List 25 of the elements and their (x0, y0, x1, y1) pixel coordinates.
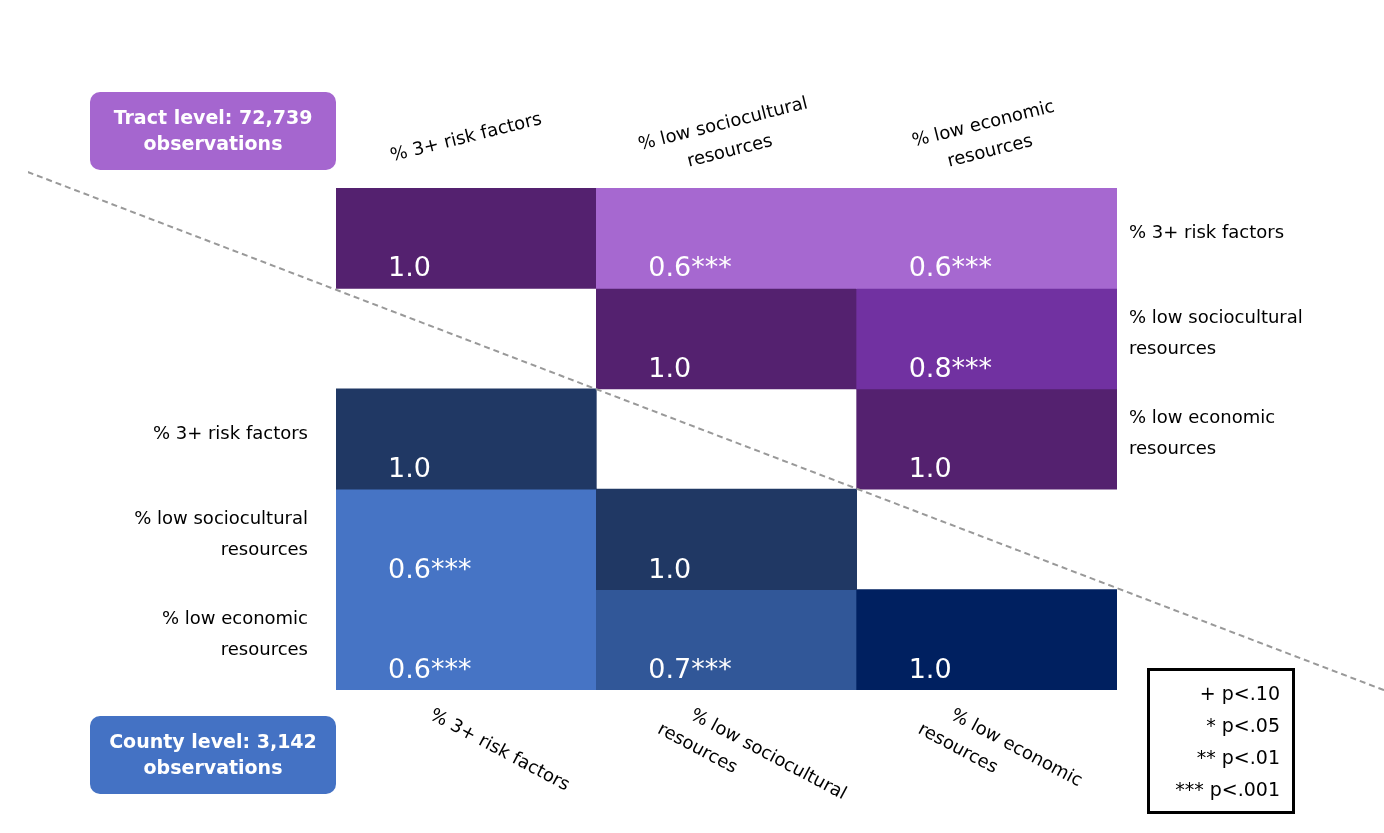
data-label: 0.8*** (908, 351, 993, 383)
y-tick-label: % 3+ risk factors (152, 421, 308, 443)
data-label: 0.6*** (648, 251, 732, 283)
data-label: 0.6*** (388, 653, 472, 684)
data-label: 1.0 (648, 552, 692, 584)
text: *** p<.001 (1174, 777, 1280, 802)
y2-tick-label: % low sociocultural resources (1129, 305, 1303, 358)
y2-tick-label: % low economic resources (1129, 406, 1276, 459)
y-tick-label: % low sociocultural resources (134, 506, 308, 559)
data-label: 1.0 (648, 351, 692, 383)
data-label: 0.7*** (648, 653, 732, 684)
data-label: 0.6*** (908, 251, 993, 283)
data-label: 1.0 (388, 452, 431, 484)
category-label: % 3+ risk factors (387, 107, 544, 166)
text: + p<.10 (1198, 681, 1280, 706)
y-tick-label: % low economic resources (161, 606, 308, 659)
text: Tract level: 72,739 observations (90, 92, 336, 170)
text: County level: 3,142 observations (90, 716, 336, 794)
data-label: 1.0 (908, 653, 952, 684)
text: ** p<.01 (1195, 745, 1280, 770)
data-label: 1.0 (388, 251, 431, 283)
data-label: 1.0 (908, 452, 952, 484)
text: * p<.05 (1205, 713, 1280, 738)
y2-tick-label: % 3+ risk factors (1129, 220, 1285, 242)
data-label: 0.6*** (388, 552, 472, 584)
